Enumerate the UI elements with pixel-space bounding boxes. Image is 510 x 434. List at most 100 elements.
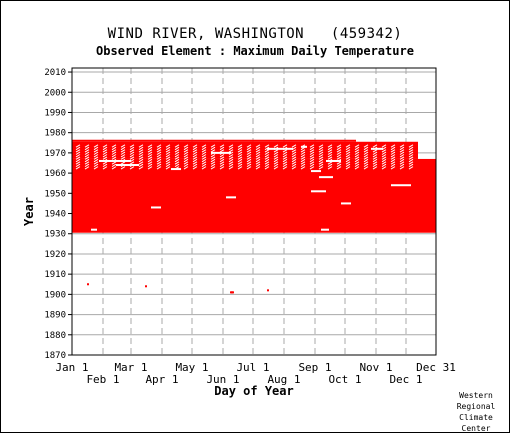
missing-data-streak <box>147 154 153 158</box>
missing-data-streak <box>363 149 369 153</box>
missing-data-streak <box>102 154 108 158</box>
missing-data-streak <box>246 161 252 165</box>
credit-line: Center <box>461 424 491 433</box>
missing-data-streak <box>111 166 117 170</box>
missing-data-streak <box>372 161 378 165</box>
missing-data-streak <box>156 149 162 153</box>
missing-data-streak <box>264 154 270 158</box>
missing-data-streak <box>147 158 153 163</box>
missing-data-streak <box>183 151 189 155</box>
y-tick-label: 1870 <box>44 351 66 361</box>
missing-data-streak <box>183 166 189 170</box>
missing-data-streak <box>219 156 225 160</box>
missing-data-streak <box>273 146 279 151</box>
x-tick-label: Sep 1 <box>298 361 331 374</box>
missing-data-streak <box>174 166 180 170</box>
missing-data-streak <box>174 161 180 165</box>
missing-data-streak <box>93 156 99 160</box>
missing-data-streak <box>264 166 270 170</box>
missing-data-streak <box>318 144 324 148</box>
missing-data-streak <box>84 166 90 170</box>
missing-data-streak <box>273 154 279 158</box>
missing-data-streak <box>291 163 297 168</box>
missing-data-streak <box>219 161 225 165</box>
missing-data-streak <box>327 158 333 163</box>
missing-data-streak <box>138 163 144 168</box>
missing-data-streak <box>372 156 378 160</box>
missing-data-streak <box>354 161 360 165</box>
missing-data-streak <box>345 151 351 155</box>
missing-data-streak <box>219 166 225 170</box>
missing-data-streak <box>228 154 234 158</box>
credit-block: Western Regional Climate Center <box>448 390 504 434</box>
missing-data-streak <box>111 149 117 153</box>
missing-data-mark <box>371 147 383 150</box>
credit-line: Western <box>459 391 493 400</box>
missing-data-streak <box>399 156 405 160</box>
missing-data-streak <box>282 163 288 168</box>
missing-data-streak <box>93 163 99 168</box>
missing-data-streak <box>75 149 81 153</box>
missing-data-streak <box>138 146 144 151</box>
missing-data-streak <box>246 166 252 170</box>
missing-data-streak <box>273 161 279 165</box>
missing-data-streak <box>291 149 297 153</box>
x-tick-label: Nov 1 <box>359 361 392 374</box>
missing-data-streak <box>381 166 387 170</box>
missing-data-streak <box>174 144 180 148</box>
missing-data-streak <box>228 161 234 165</box>
missing-data-streak <box>282 166 288 170</box>
missing-data-streak <box>102 156 108 160</box>
missing-data-streak <box>102 163 108 168</box>
missing-data-streak <box>129 149 135 153</box>
missing-data-streak <box>327 166 333 170</box>
missing-data-streak <box>255 151 261 155</box>
missing-data-streak <box>372 151 378 155</box>
missing-data-streak <box>255 158 261 163</box>
missing-data-streak <box>336 161 342 165</box>
x-tick-label: Mar 1 <box>114 361 147 374</box>
missing-data-streak <box>255 146 261 151</box>
missing-data-streak <box>156 154 162 158</box>
missing-data-streak <box>183 146 189 151</box>
missing-data-streak <box>300 156 306 160</box>
x-tick-label: Apr 1 <box>145 373 178 386</box>
data-block <box>72 139 356 142</box>
missing-data-streak <box>174 163 180 168</box>
missing-data-streak <box>363 151 369 155</box>
missing-data-streak <box>192 163 198 168</box>
missing-data-streak <box>111 156 117 160</box>
missing-data-streak <box>93 149 99 153</box>
missing-data-streak <box>192 166 198 170</box>
missing-data-streak <box>138 144 144 148</box>
missing-data-streak <box>345 156 351 160</box>
missing-data-mark <box>301 145 307 148</box>
missing-data-streak <box>237 158 243 163</box>
missing-data-mark <box>311 190 326 193</box>
missing-data-streak <box>300 166 306 170</box>
missing-data-streak <box>354 158 360 163</box>
missing-data-streak <box>210 161 216 165</box>
y-tick-label: 1920 <box>44 250 66 260</box>
missing-data-streak <box>138 149 144 153</box>
missing-data-streak <box>345 144 351 148</box>
missing-data-streak <box>102 149 108 153</box>
missing-data-streak <box>93 146 99 151</box>
missing-data-streak <box>336 158 342 163</box>
x-tick-label: May 1 <box>175 361 208 374</box>
missing-data-streak <box>345 166 351 170</box>
y-tick-label: 1970 <box>44 149 66 159</box>
missing-data-streak <box>354 144 360 148</box>
missing-data-streak <box>372 144 378 148</box>
missing-data-streak <box>318 154 324 158</box>
missing-data-streak <box>399 161 405 165</box>
missing-data-streak <box>291 151 297 155</box>
missing-data-streak <box>84 149 90 153</box>
missing-data-streak <box>363 154 369 158</box>
y-tick-label: 2010 <box>44 68 66 78</box>
missing-data-streak <box>399 166 405 170</box>
missing-data-streak <box>111 151 117 155</box>
missing-data-streak <box>102 161 108 165</box>
missing-data-streak <box>309 154 315 158</box>
missing-data-streak <box>120 146 126 151</box>
